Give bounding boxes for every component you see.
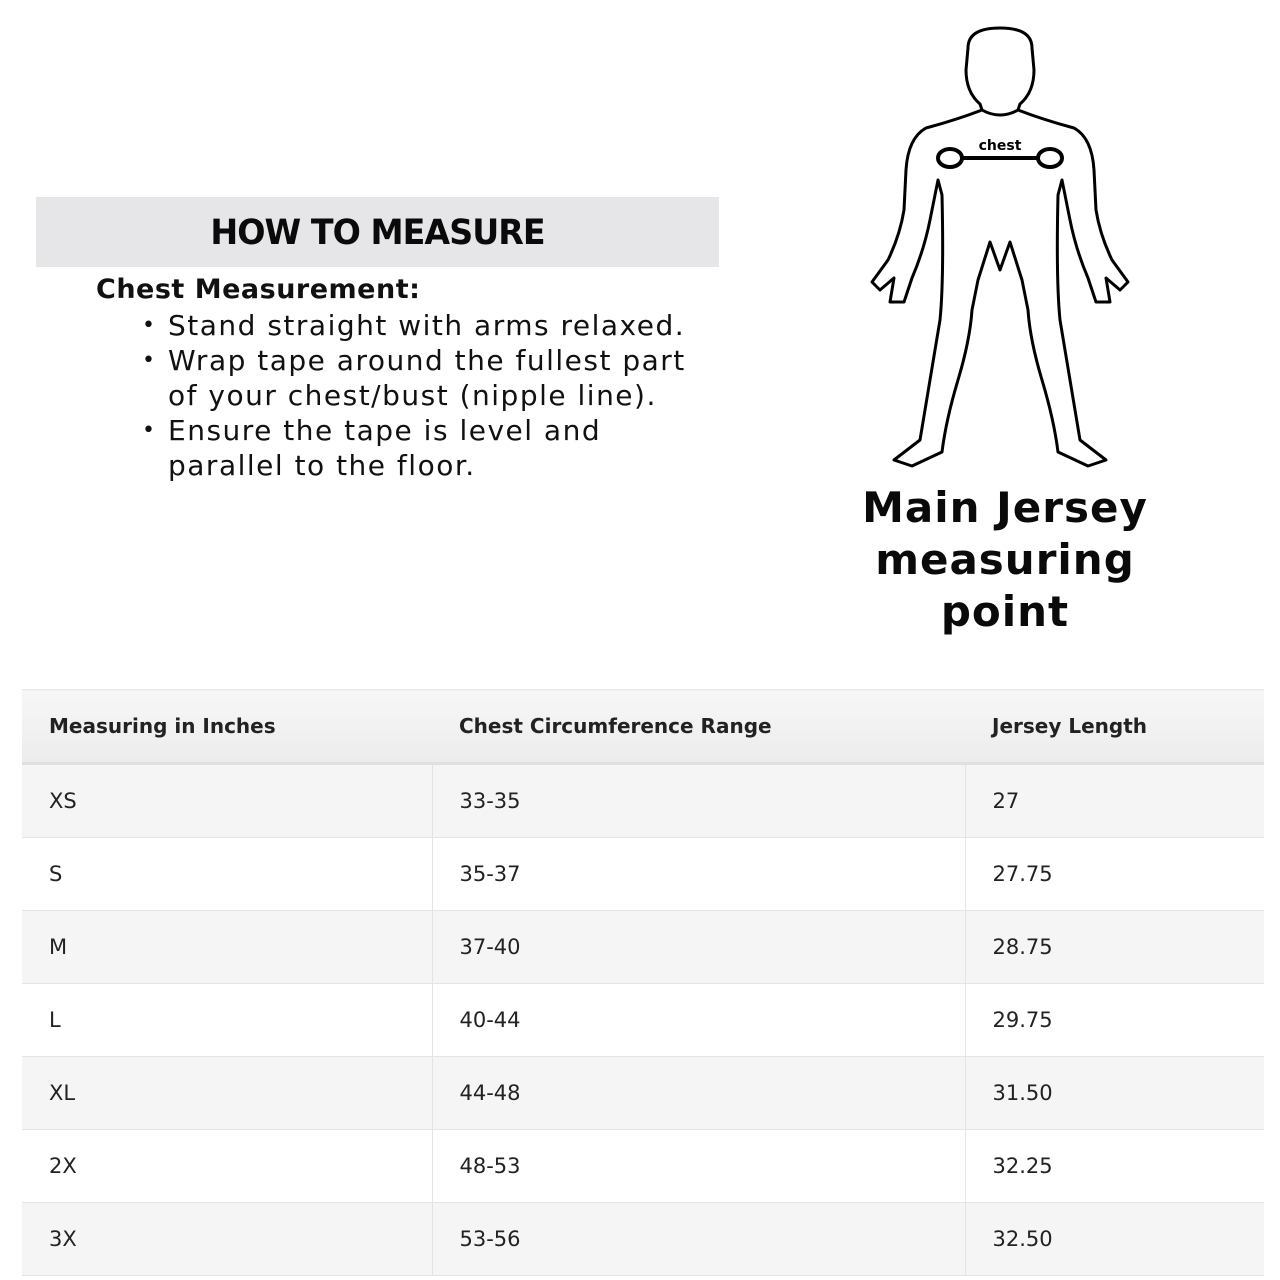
how-to-measure-title: HOW TO MEASURE <box>210 213 545 253</box>
jersey-length-cell: 32.25 <box>965 1129 1264 1203</box>
chest-range-cell: 48-53 <box>432 1129 966 1203</box>
table-row: M 37-40 28.75 <box>22 910 1264 984</box>
table-row: 2X 48-53 32.25 <box>22 1129 1264 1203</box>
chest-range-cell: 53-56 <box>432 1202 966 1276</box>
column-header-length: Jersey Length <box>965 689 1264 765</box>
chest-range-cell: 37-40 <box>432 910 966 984</box>
jersey-length-cell: 29.75 <box>965 983 1264 1057</box>
table-row: XL 44-48 31.50 <box>22 1056 1264 1130</box>
jersey-length-cell: 27.75 <box>965 837 1264 911</box>
how-to-measure-banner: HOW TO MEASURE <box>36 197 719 267</box>
jersey-length-cell: 31.50 <box>965 1056 1264 1130</box>
table-row: S 35-37 27.75 <box>22 837 1264 911</box>
size-cell: 2X <box>22 1129 433 1203</box>
chest-range-cell: 35-37 <box>432 837 966 911</box>
table-row: L 40-44 29.75 <box>22 983 1264 1057</box>
caption-line: measuring <box>875 535 1135 584</box>
chest-marker-left <box>936 147 964 169</box>
figure-caption: Main Jersey measuring point <box>800 482 1210 638</box>
size-cell: 3X <box>22 1202 433 1276</box>
jersey-length-cell: 32.50 <box>965 1202 1264 1276</box>
size-cell: XS <box>22 763 433 838</box>
column-header-chest: Chest Circumference Range <box>432 689 965 765</box>
size-chart-table: Measuring in Inches Chest Circumference … <box>22 689 1264 1276</box>
body-outline <box>870 108 1130 468</box>
caption-line: Main Jersey <box>862 483 1148 532</box>
size-cell: L <box>22 983 433 1057</box>
size-cell: XL <box>22 1056 433 1130</box>
head-outline <box>964 26 1036 117</box>
instruction-item: Stand straight with arms relaxed. <box>140 308 720 343</box>
jersey-length-cell: 28.75 <box>965 910 1264 984</box>
instructions-list: Stand straight with arms relaxed. Wrap t… <box>140 308 720 483</box>
chest-range-cell: 44-48 <box>432 1056 966 1130</box>
table-row: XS 33-35 27 <box>22 763 1264 838</box>
instruction-item: Wrap tape around the fullest part of you… <box>140 343 720 413</box>
body-outline-figure: chest <box>870 26 1130 468</box>
instruction-item: Ensure the tape is level and parallel to… <box>140 413 720 483</box>
chest-measurement-heading: Chest Measurement: <box>96 274 421 305</box>
size-cell: S <box>22 837 433 911</box>
size-cell: M <box>22 910 433 984</box>
table-header-row: Measuring in Inches Chest Circumference … <box>22 689 1264 765</box>
jersey-length-cell: 27 <box>965 763 1264 838</box>
chest-label: chest <box>979 138 1022 154</box>
chest-range-cell: 40-44 <box>432 983 966 1057</box>
column-header-size: Measuring in Inches <box>22 689 432 765</box>
caption-line: point <box>940 587 1070 636</box>
chest-marker-right <box>1036 147 1064 169</box>
table-row: 3X 53-56 32.50 <box>22 1202 1264 1276</box>
chest-range-cell: 33-35 <box>432 763 966 838</box>
